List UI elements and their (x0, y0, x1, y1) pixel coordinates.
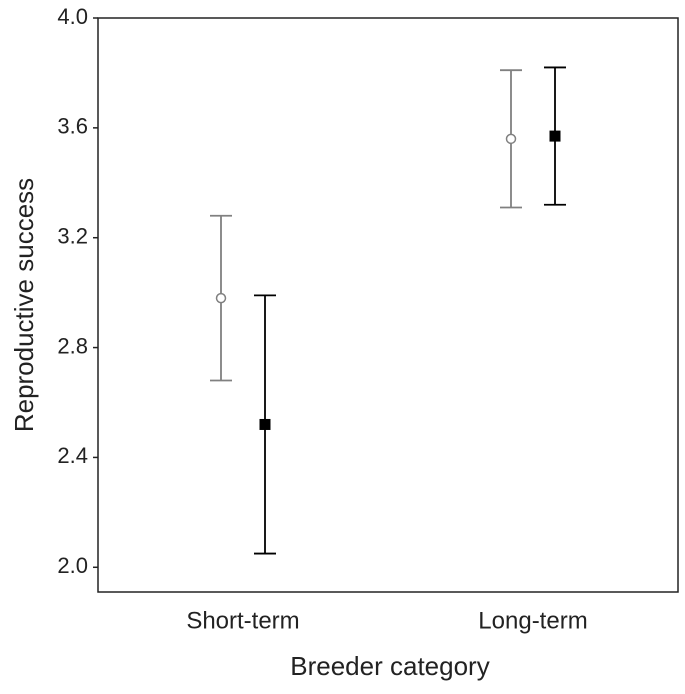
x-tick-label: Short-term (186, 607, 299, 634)
y-tick-label: 3.2 (57, 224, 88, 249)
y-tick-label: 2.4 (57, 443, 88, 468)
point (259, 418, 271, 430)
x-axis-label: Breeder category (290, 651, 489, 681)
point (549, 130, 561, 142)
x-tick-label: Long-term (478, 607, 587, 634)
point (215, 292, 227, 304)
y-axis-label: Reproductive success (9, 178, 39, 432)
y-tick-label: 2.0 (57, 553, 88, 578)
y-tick-label: 3.6 (57, 114, 88, 139)
y-tick-label: 2.8 (57, 333, 88, 358)
point (505, 133, 517, 145)
plot-frame (97, 17, 679, 593)
y-tick-label: 4.0 (57, 4, 88, 29)
